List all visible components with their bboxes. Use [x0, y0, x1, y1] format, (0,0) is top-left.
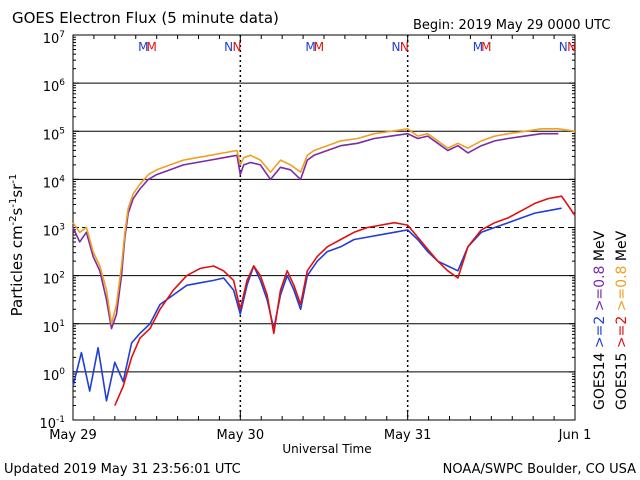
legend-entry: MeV	[614, 230, 630, 265]
y-tick-base: 10	[43, 369, 60, 384]
y-tick-base: 10	[43, 321, 60, 336]
series-line	[114, 195, 576, 406]
legend-entry: GOES14	[592, 352, 608, 410]
series-line	[72, 132, 559, 330]
y-tick-exponent: 6	[59, 78, 65, 88]
event-marker: N	[567, 40, 576, 54]
event-marker: N	[559, 40, 568, 54]
legend-entry: GOES15	[614, 353, 630, 410]
y-tick-exponent: 3	[59, 223, 65, 233]
y-tick-label: 102	[43, 271, 65, 288]
y-label-sup3: -1	[8, 174, 19, 184]
y-tick-exponent: 7	[59, 30, 65, 40]
legend-entry: >=0.8	[614, 266, 630, 316]
y-tick-label: 10-1	[39, 415, 65, 432]
day-divider-lines	[239, 35, 409, 420]
event-marker: M	[146, 40, 156, 54]
y-tick-label: 101	[43, 319, 65, 336]
y-label-main: Particles cm	[8, 225, 26, 316]
source-credit: NOAA/SWPC Boulder, CO USA	[443, 462, 636, 477]
y-label-mid2: sr	[8, 183, 26, 198]
y-tick-label: 107	[43, 30, 65, 47]
legend-entry: >=0.8	[592, 266, 608, 316]
y-tick-label: 103	[43, 223, 65, 240]
y-tick-exponent: 1	[59, 319, 65, 329]
event-marker: M	[481, 40, 491, 54]
series-lines	[72, 128, 576, 406]
y-tick-base: 10	[43, 273, 60, 288]
series-line	[72, 207, 562, 402]
chart-title: GOES Electron Flux (5 minute data)	[12, 9, 279, 27]
y-tick-exponent: 4	[59, 174, 65, 184]
y-tick-base: 10	[43, 176, 60, 191]
y-tick-label: 100	[43, 367, 66, 384]
event-marker: N	[224, 40, 233, 54]
x-tick-label: May 29	[49, 428, 97, 443]
x-tick-label: Jun 1	[558, 428, 592, 443]
event-marker: N	[391, 40, 400, 54]
legend-entry: MeV	[592, 230, 608, 265]
event-marker: M	[138, 40, 148, 54]
y-tick-base: 10	[43, 225, 60, 240]
event-marker: M	[314, 40, 324, 54]
y-tick-label: 104	[43, 174, 66, 191]
legend-goes15: GOES15 >=2 >=0.8 MeV	[614, 230, 630, 410]
begin-label: Begin: 2019 May 29 0000 UTC	[413, 18, 610, 33]
x-axis-ticks: May 29 May 30 May 31 Jun 1	[49, 35, 591, 443]
event-marker: N	[232, 40, 241, 54]
y-tick-base: 10	[43, 128, 60, 143]
legend-entry: >=2	[592, 316, 608, 353]
y-tick-exponent: 2	[59, 271, 65, 281]
y-label-sup1: -2	[8, 215, 19, 225]
horizontal-gridlines	[73, 82, 575, 373]
y-tick-exponent: -1	[56, 415, 65, 425]
x-tick-label: May 31	[384, 428, 432, 443]
x-tick-label: May 30	[217, 428, 265, 443]
event-marker: N	[400, 40, 409, 54]
y-axis-label: Particles cm-2s-1sr-1	[8, 174, 26, 317]
x-axis-label: Universal Time	[282, 442, 371, 456]
legend-entry: >=2	[614, 316, 630, 353]
y-label-sup2: -1	[8, 198, 19, 208]
y-tick-base: 10	[43, 80, 60, 95]
y-label-mid1: s	[8, 207, 26, 215]
y-tick-base: 10	[43, 32, 60, 47]
event-marker: M	[305, 40, 315, 54]
y-tick-label: 105	[43, 126, 65, 143]
y-tick-label: 106	[43, 78, 66, 95]
y-tick-exponent: 0	[59, 367, 65, 377]
event-markers: MM N N MM N N MM N N	[138, 40, 576, 54]
event-marker: M	[473, 40, 483, 54]
y-tick-base: 10	[39, 417, 56, 432]
updated-timestamp: Updated 2019 May 31 23:56:01 UTC	[4, 462, 241, 477]
series-line	[72, 128, 576, 325]
y-tick-exponent: 5	[59, 126, 65, 136]
legend-goes14: GOES14 >=2 >=0.8 MeV	[592, 230, 608, 410]
